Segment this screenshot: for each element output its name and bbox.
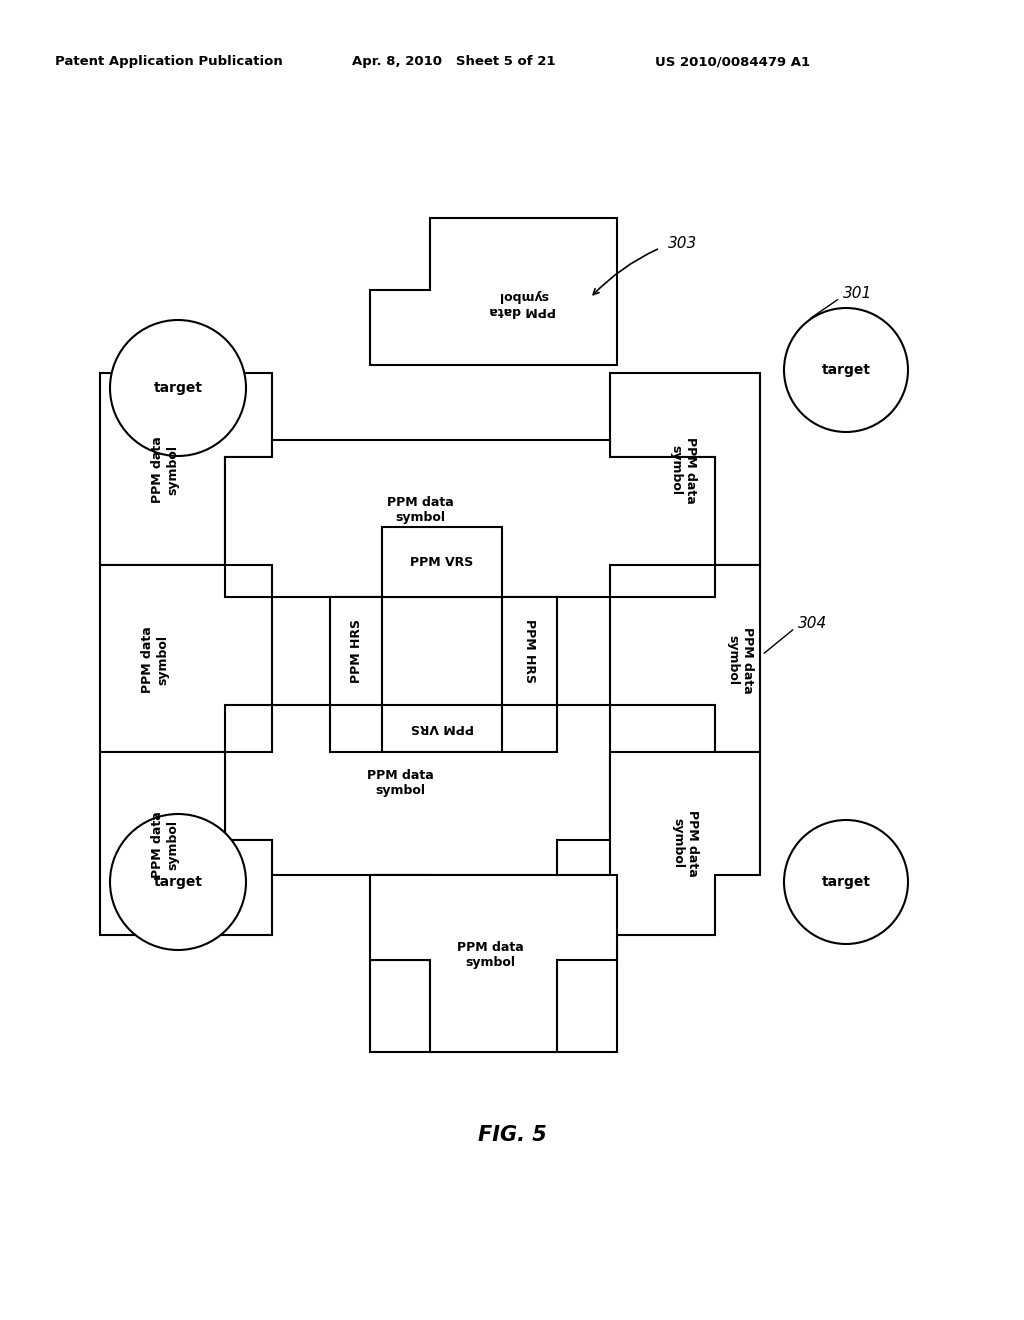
Polygon shape [382,527,502,597]
Text: PPM HRS: PPM HRS [522,619,536,682]
Text: US 2010/0084479 A1: US 2010/0084479 A1 [655,55,810,69]
Text: PPM data
symbol: PPM data symbol [457,941,523,969]
Text: FIG. 5: FIG. 5 [477,1125,547,1144]
Polygon shape [382,705,502,752]
Text: PPM data
symbol: PPM data symbol [141,627,169,693]
Text: PPM VRS: PPM VRS [411,722,474,734]
Circle shape [110,814,246,950]
Polygon shape [502,597,557,705]
Text: PPM data
symbol: PPM data symbol [726,627,754,693]
Text: Apr. 8, 2010   Sheet 5 of 21: Apr. 8, 2010 Sheet 5 of 21 [352,55,555,69]
Text: Patent Application Publication: Patent Application Publication [55,55,283,69]
Polygon shape [330,597,382,705]
Text: PPM VRS: PPM VRS [411,556,474,569]
Text: PPM data
symbol: PPM data symbol [151,437,179,503]
Text: PPM data
symbol: PPM data symbol [489,289,556,317]
Polygon shape [100,565,272,752]
Polygon shape [100,752,272,935]
Polygon shape [225,705,610,875]
Text: PPM data
symbol: PPM data symbol [367,770,433,797]
Polygon shape [610,565,760,752]
Text: PPM data
symbol: PPM data symbol [387,496,454,524]
Text: target: target [821,875,870,888]
Text: PPM data
symbol: PPM data symbol [671,809,699,876]
Polygon shape [370,875,617,1052]
Polygon shape [610,752,760,935]
Text: 301: 301 [843,286,872,301]
Circle shape [110,319,246,455]
Circle shape [784,308,908,432]
Text: PPM data
symbol: PPM data symbol [669,437,697,503]
Text: target: target [821,363,870,378]
Polygon shape [225,440,715,597]
Text: PPM HRS: PPM HRS [349,619,362,682]
Polygon shape [370,875,617,1052]
Text: PPM data
symbol: PPM data symbol [151,812,179,878]
Circle shape [784,820,908,944]
Polygon shape [100,374,272,565]
Polygon shape [610,374,760,565]
Text: 303: 303 [668,235,697,251]
Polygon shape [370,218,617,366]
Text: target: target [154,875,203,888]
Text: 304: 304 [798,615,827,631]
Text: target: target [154,381,203,395]
